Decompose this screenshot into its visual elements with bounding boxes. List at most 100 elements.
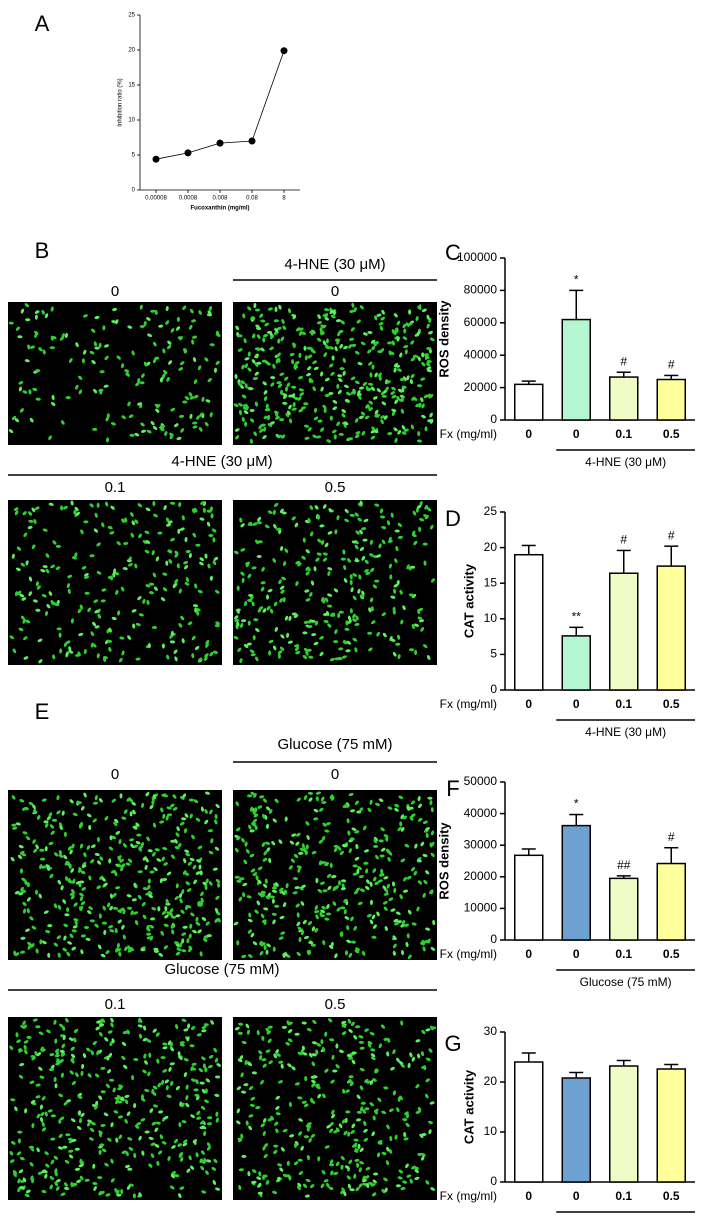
- cell: [275, 1049, 279, 1054]
- cell: [53, 1155, 59, 1160]
- cell: [149, 804, 154, 810]
- cell: [393, 887, 397, 894]
- cell: [362, 381, 368, 387]
- cell: [191, 653, 195, 659]
- cell: [420, 397, 424, 403]
- cell: [312, 434, 318, 439]
- significance-marker: #: [668, 358, 675, 372]
- cell: [374, 409, 379, 415]
- cell: [354, 559, 360, 563]
- cell: [215, 803, 220, 809]
- cell: [124, 1118, 128, 1124]
- cell: [300, 406, 306, 410]
- cell: [355, 615, 359, 621]
- x-tick-label: 0: [525, 697, 532, 711]
- cell: [146, 836, 150, 842]
- cell: [45, 568, 50, 574]
- cell: [332, 886, 337, 892]
- cell: [209, 575, 213, 581]
- cell: [78, 1110, 82, 1116]
- cell: [391, 395, 397, 399]
- cell: [400, 1020, 404, 1026]
- cell: [305, 844, 309, 850]
- cell: [139, 325, 145, 328]
- cell: [112, 572, 116, 578]
- cell: [273, 601, 278, 607]
- cell: [170, 630, 174, 636]
- cell: [49, 1184, 53, 1190]
- cell: [43, 820, 49, 824]
- cell: [204, 1099, 209, 1104]
- cell: [183, 828, 188, 834]
- cell: [105, 950, 110, 955]
- cell: [75, 511, 81, 516]
- cell: [276, 1176, 281, 1182]
- cell: [336, 421, 341, 426]
- cell: [317, 538, 322, 543]
- x-tick-label: 8: [282, 196, 286, 202]
- x-tick-label: 0: [525, 427, 532, 441]
- cell: [259, 950, 264, 956]
- cell: [117, 1086, 123, 1091]
- cell: [380, 827, 385, 832]
- cell: [347, 558, 351, 563]
- cell: [365, 571, 371, 576]
- cell: [142, 887, 148, 891]
- cell: [345, 1110, 351, 1114]
- cell: [264, 878, 268, 884]
- cell: [409, 648, 415, 652]
- cell: [121, 924, 125, 930]
- cell: [106, 1055, 110, 1061]
- cell: [323, 1179, 329, 1183]
- cell: [187, 1023, 191, 1029]
- cell: [23, 532, 28, 538]
- cell: [254, 825, 258, 831]
- cell: [51, 818, 58, 822]
- cell: [295, 832, 301, 837]
- bar: [609, 1065, 639, 1183]
- cell: [325, 345, 331, 349]
- cell: [311, 926, 316, 932]
- cell: [405, 1122, 410, 1128]
- cell: [193, 394, 199, 399]
- cell: [284, 386, 289, 392]
- cell: [25, 560, 29, 566]
- cell: [246, 895, 252, 899]
- cell: [98, 913, 102, 919]
- cell: [122, 909, 126, 915]
- cell: [150, 1142, 156, 1146]
- cell: [377, 879, 383, 883]
- cell: [261, 566, 265, 572]
- cell: [148, 1052, 152, 1058]
- cell: [350, 1129, 355, 1135]
- cell: [88, 824, 92, 831]
- cell: [354, 380, 360, 385]
- cell: [180, 428, 185, 433]
- cell: [168, 1066, 172, 1072]
- cell: [338, 432, 344, 436]
- cell: [140, 948, 146, 952]
- cell: [315, 557, 320, 562]
- cell: [340, 1156, 345, 1161]
- cell: [128, 414, 134, 418]
- cell: [256, 334, 261, 339]
- cell: [335, 1064, 340, 1069]
- cell: [189, 923, 193, 929]
- cell: [410, 565, 416, 569]
- cell: [190, 912, 195, 917]
- cell: [374, 315, 378, 321]
- cell: [353, 1148, 359, 1153]
- cell: [28, 519, 34, 523]
- cell: [338, 1123, 343, 1129]
- cell: [165, 560, 169, 566]
- cell: [199, 1126, 205, 1130]
- cell: [155, 408, 160, 413]
- cell: [211, 528, 217, 533]
- cell: [14, 1106, 18, 1112]
- cell: [62, 1145, 68, 1149]
- cell: [275, 1105, 280, 1111]
- y-tick-label: 15: [484, 575, 498, 589]
- cell: [279, 646, 285, 651]
- cell: [126, 1185, 131, 1190]
- cell: [337, 389, 342, 395]
